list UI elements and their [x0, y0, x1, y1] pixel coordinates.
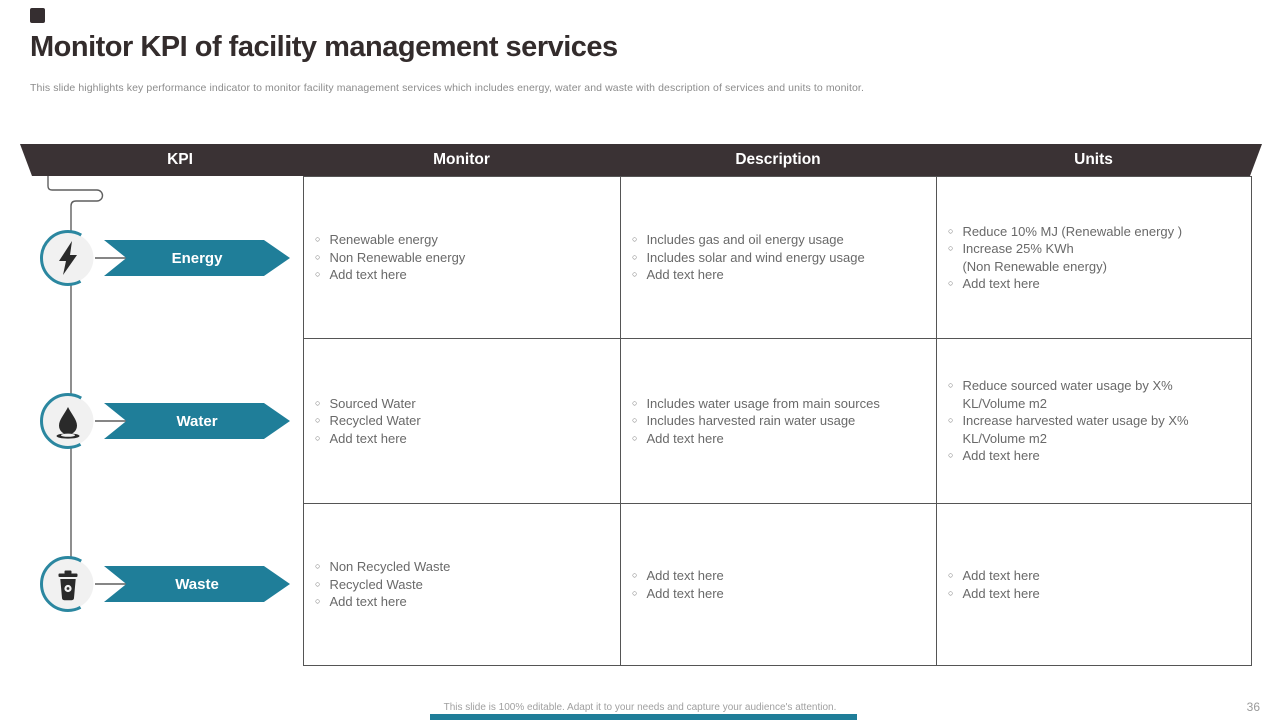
list-item: ○ Reduce sourced water usage by X% KL/Vol… [948, 378, 1173, 411]
list-item: ○ Add text here [632, 568, 724, 583]
bullet-icon: ○ [315, 561, 321, 572]
waste-circle [40, 556, 96, 612]
energy-circle [40, 230, 96, 286]
bullet-icon: ○ [315, 269, 321, 280]
cell-water-description: ○ Includes water usage from main sources … [621, 339, 937, 504]
list-item: ○ Increase harvested water usage by X% KL… [948, 413, 1189, 446]
list-item: ○ Increase 25% KWh (Non Renewable energy) [948, 241, 1107, 274]
bullet-icon: ○ [948, 587, 954, 598]
kpi-arrow-waste: Waste [104, 566, 290, 602]
bullet-icon: ○ [315, 432, 321, 443]
list-item: ○ Reduce 10% MJ (Renewable energy ) [948, 223, 1183, 239]
bullet-icon: ○ [315, 234, 321, 245]
cell-water-monitor: ○ Sourced Water ○ Recycled Water ○ Add text… [304, 339, 621, 504]
list-item: ○ Add text here [315, 594, 407, 610]
column-header-description: Description [735, 151, 821, 168]
cell-water-units: ○ Reduce sourced water usage by X% KL/Vol… [937, 339, 1252, 504]
kpi-arrow-energy: Energy [104, 240, 290, 276]
bullet-icon: ○ [948, 225, 954, 236]
bullet-icon: ○ [948, 380, 954, 391]
lightning-bolt-icon [59, 241, 77, 275]
kpi-label: Energy [171, 249, 223, 267]
bullet-icon: ○ [315, 578, 321, 589]
water-drop-icon [56, 407, 80, 439]
list-item: ○ Recycled Waste [315, 576, 423, 592]
list-item: ○ Recycled Water [315, 413, 421, 429]
list-item: ○ Includes solar and wind energy usage [632, 249, 865, 265]
bullet-icon: ○ [315, 397, 321, 408]
bullet-icon: ○ [632, 397, 638, 408]
footer-accent-bar [430, 714, 857, 720]
column-header-units: Units [1074, 151, 1113, 168]
list-item: ○ Add text here [948, 448, 1040, 464]
list-item: ○ Add text here [948, 568, 1040, 583]
kpi-table: ○ Renewable energy ○ Non Renewable energy … [303, 176, 1252, 666]
water-circle [40, 393, 96, 449]
list-item: ○ Add text here [948, 276, 1040, 291]
bullet-icon: ○ [948, 243, 954, 253]
list-item: ○ Sourced Water [315, 395, 416, 411]
list-item: ○ Includes water usage from main sources [632, 395, 880, 411]
footer-note: This slide is 100% editable. Adapt it to… [443, 702, 837, 713]
cell-energy-monitor: ○ Renewable energy ○ Non Renewable energy … [304, 177, 621, 339]
bullet-icon: ○ [632, 251, 638, 262]
list-item: ○ Add text here [948, 585, 1040, 601]
cell-waste-units: ○ Add text here ○ Add text here [937, 504, 1252, 666]
bullet-icon: ○ [948, 415, 954, 426]
list-item: ○ Non Renewable energy [315, 249, 466, 265]
bullet-icon: ○ [632, 587, 638, 598]
bullet-icon: ○ [632, 234, 638, 245]
bullet-icon: ○ [632, 432, 638, 443]
cell-energy-description: ○ Includes gas and oil energy usage ○ Incl… [621, 177, 937, 339]
cell-waste-monitor: ○ Non Recycled Waste ○ Recycled Waste ○ Add… [304, 504, 621, 666]
cell-waste-description: ○ Add text here ○ Add text here [621, 504, 937, 666]
bullet-icon: ○ [948, 450, 954, 461]
list-item: ○ Includes harvested rain water usage [632, 413, 856, 429]
kpi-label: Waste [175, 575, 219, 593]
kpi-label: Water [176, 412, 218, 430]
list-item: ○ Add text here [315, 430, 407, 446]
table-header-bar: KPI Monitor Description Units [20, 144, 1262, 176]
cell-energy-units: ○ Reduce 10% MJ (Renewable energy ) ○ Incr… [937, 177, 1252, 339]
page-number: 36 [1246, 700, 1260, 714]
bullet-icon: ○ [315, 596, 321, 607]
list-item: ○ Non Recycled Waste [315, 559, 451, 575]
list-item: ○ Add text here [632, 267, 724, 283]
list-item: ○ Add text here [632, 430, 724, 446]
bullet-icon: ○ [632, 570, 638, 580]
bullet-icon: ○ [948, 570, 954, 580]
bullet-icon: ○ [948, 278, 954, 288]
accent-square [30, 8, 45, 23]
bullet-icon: ○ [632, 269, 638, 280]
bullet-icon: ○ [632, 415, 638, 426]
list-item: ○ Includes gas and oil energy usage [632, 232, 844, 248]
list-item: ○ Renewable energy [315, 232, 438, 248]
list-item: ○ Add text here [632, 585, 724, 601]
kpi-arrow-water: Water [104, 403, 290, 439]
bullet-icon: ○ [315, 415, 321, 426]
page-subtitle: This slide highlights key performance in… [30, 82, 864, 94]
bullet-icon: ○ [315, 251, 321, 262]
column-header-monitor: Monitor [433, 151, 490, 168]
trash-bin-icon [58, 570, 78, 601]
list-item: ○ Add text here [315, 267, 407, 283]
column-header-kpi: KPI [167, 151, 193, 168]
page-title: Monitor KPI of facility management servi… [30, 31, 618, 63]
